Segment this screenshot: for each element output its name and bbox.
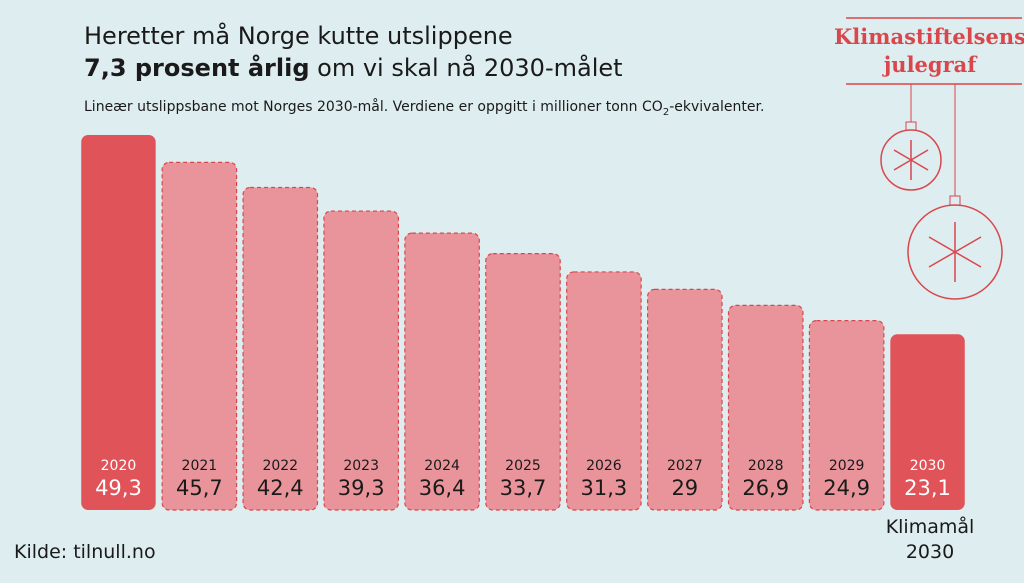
snowflake (893, 140, 982, 282)
category-label: 2027 (667, 458, 703, 474)
bar (566, 271, 642, 511)
value-label: 33,7 (500, 476, 547, 500)
value-label: 29 (671, 476, 698, 500)
chart-title: Heretter må Norge kutte utslippene (84, 21, 513, 50)
value-label: 36,4 (419, 476, 466, 500)
category-label: 2020 (101, 458, 137, 474)
ornament-cap (949, 195, 961, 206)
bar (646, 288, 723, 511)
bar (242, 186, 319, 511)
annotation: Klimamål (886, 515, 975, 538)
category-label: 2023 (343, 458, 379, 474)
brand: Klimastiftelsens julegraf (834, 17, 1024, 300)
bar (808, 319, 885, 511)
subtitle-part: Lineær utslippsbane mot Norges 2030-mål.… (84, 98, 663, 115)
ornament-cap (905, 121, 917, 131)
bar (81, 135, 156, 510)
value-label: 26,9 (742, 476, 789, 500)
brand-text: julegraf (882, 52, 979, 77)
value-label: 39,3 (338, 476, 385, 500)
category-label: 2024 (424, 458, 460, 474)
value-label: 31,3 (581, 476, 628, 500)
title-bold: 7,3 prosent årlig (84, 53, 310, 82)
subtitle: Lineær utslippsbane mot Norges 2030-mål.… (84, 98, 764, 118)
category-label: 2030 (910, 458, 946, 474)
annotation: 2030 (906, 541, 954, 563)
bar (485, 253, 561, 511)
subtitle-sub: 2 (663, 107, 669, 118)
bar (727, 304, 804, 511)
subtitle-part: -ekvivalenter. (669, 99, 764, 115)
title-rest: om vi skal nå 2030-målet (310, 53, 623, 82)
category-label: 2028 (748, 458, 784, 474)
value-label: 23,1 (904, 476, 951, 500)
bar (890, 334, 965, 510)
category-label: 2026 (586, 458, 622, 474)
value-label: 49,3 (95, 476, 142, 500)
bar (404, 232, 480, 511)
value-label: 42,4 (257, 476, 304, 500)
bar (323, 210, 399, 511)
bar (161, 161, 238, 511)
category-label: 2029 (829, 458, 865, 474)
source: Kilde: tilnull.no (14, 541, 156, 563)
category-label: 2022 (262, 458, 298, 474)
category-label: 2021 (182, 458, 218, 474)
chart-title: 7,3 prosent årlig om vi skal nå 2030-mål… (84, 53, 623, 82)
value-label: 45,7 (176, 476, 223, 500)
value-label: 24,9 (823, 476, 870, 500)
brand-text: Klimastiftelsens (834, 24, 1024, 49)
category-label: 2025 (505, 458, 541, 474)
